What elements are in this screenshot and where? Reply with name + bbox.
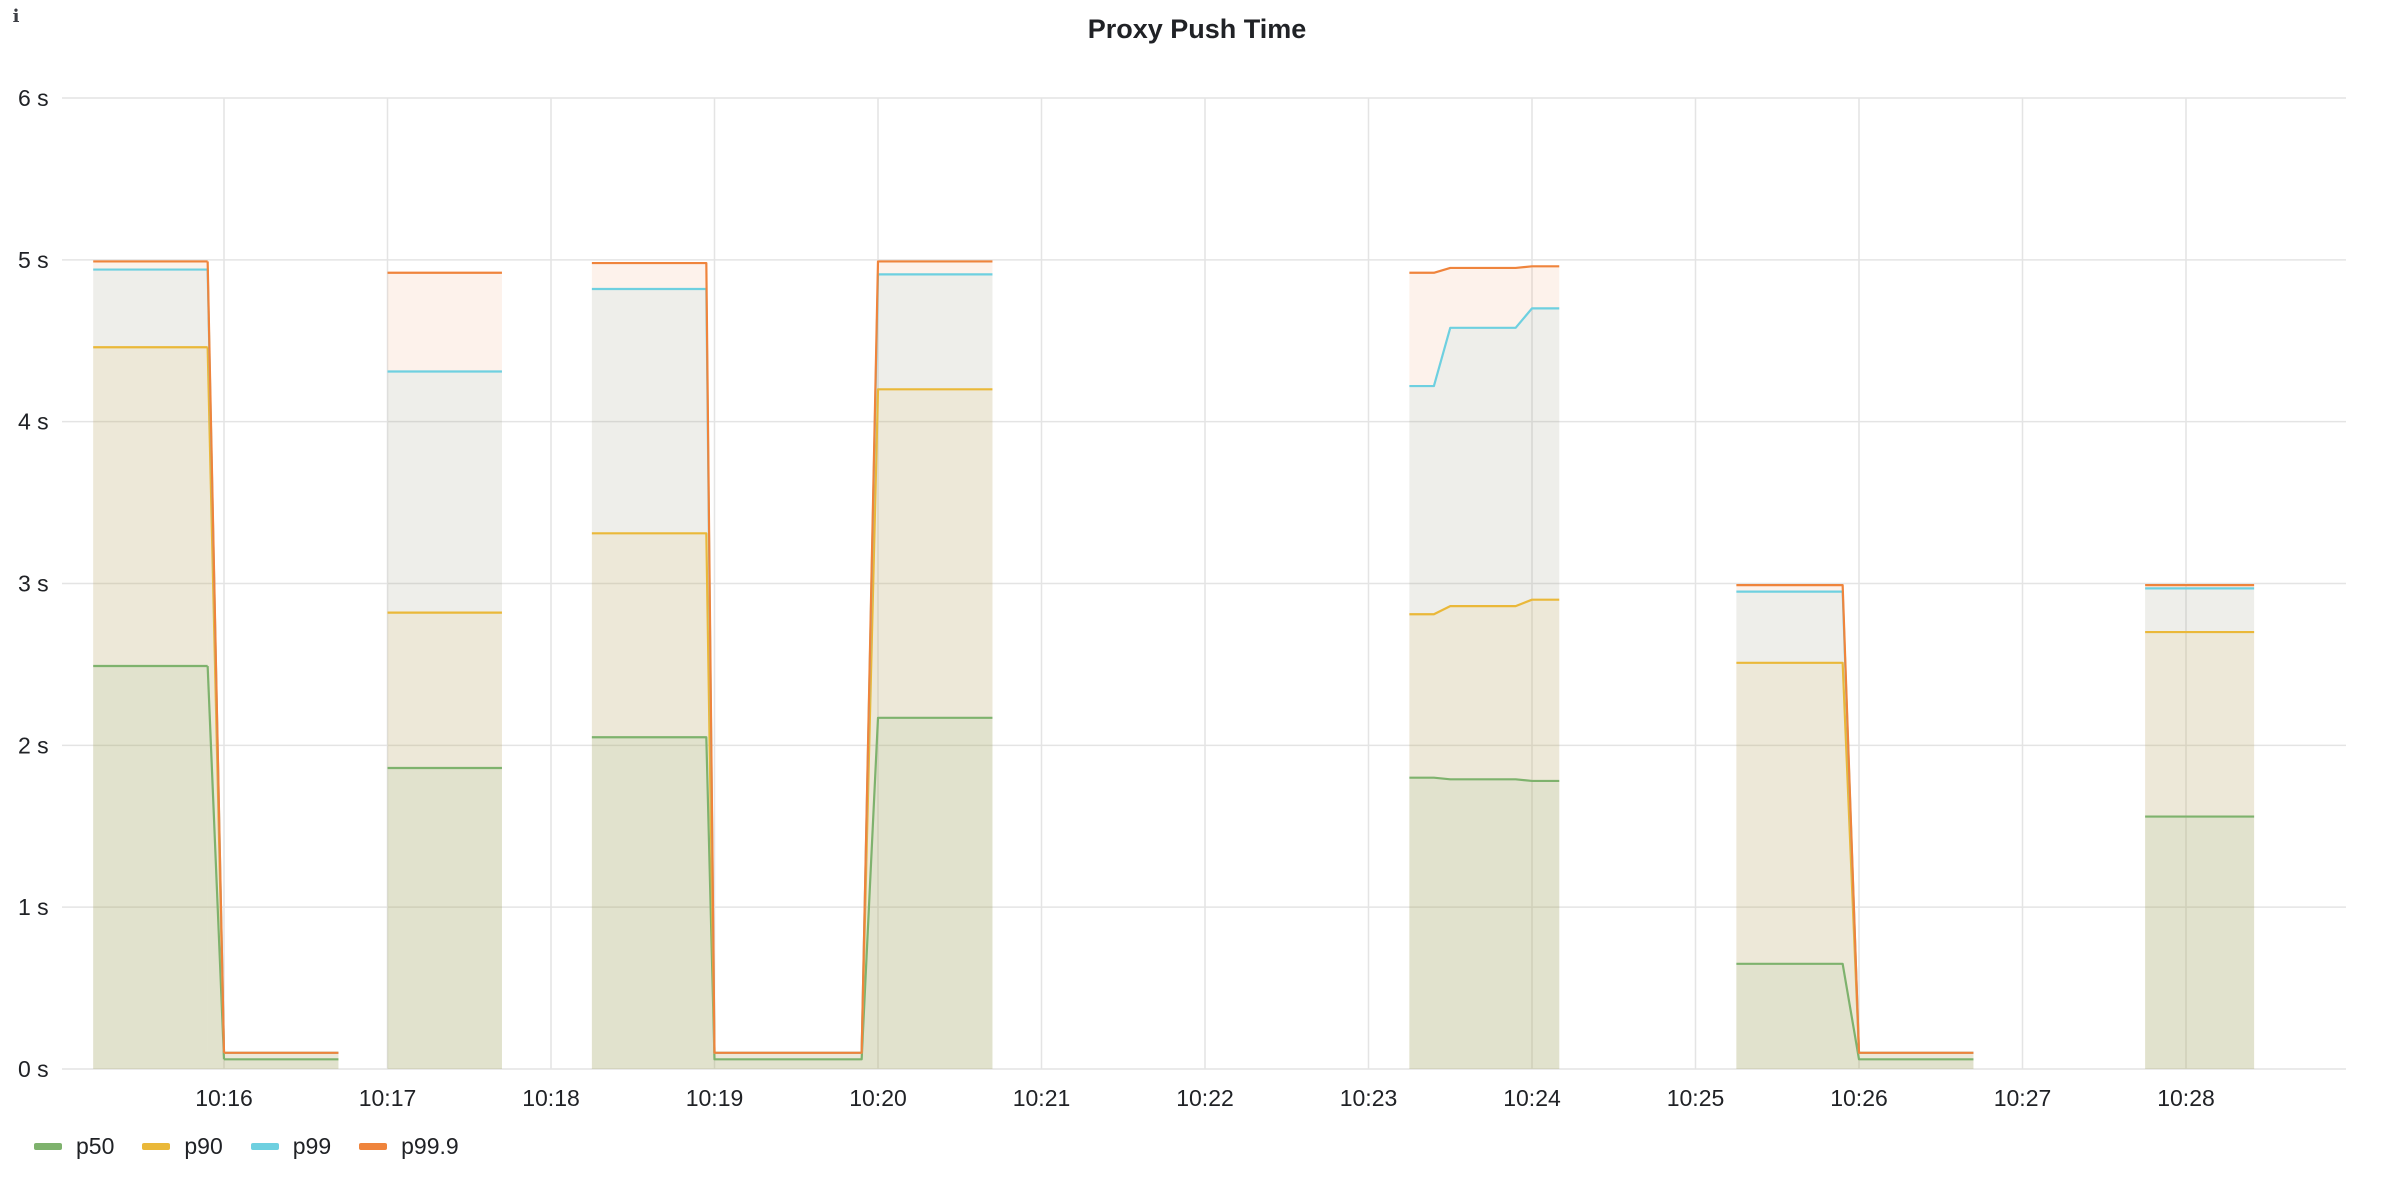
y-tick-label: 6 s <box>18 85 49 111</box>
area-p90-segment-0 <box>93 347 208 1069</box>
x-tick-label: 10:17 <box>359 1085 417 1111</box>
legend-item-p99[interactable]: p99 <box>250 1132 332 1160</box>
area-p50-segment-6 <box>1736 963 1974 1069</box>
y-tick-label: 1 s <box>18 894 49 920</box>
x-tick-label: 10:23 <box>1340 1085 1398 1111</box>
panel-title: Proxy Push Time <box>1087 14 1307 44</box>
area-p99-segment-5 <box>1409 308 1560 1070</box>
area-p90-segment-5 <box>1409 599 1560 1069</box>
info-icon[interactable]: i <box>12 6 20 27</box>
x-axis: 10:16 10:17 10:18 10:19 10:20 10:21 10:22 10:23… <box>195 1085 2215 1111</box>
line-p50-segment-6 <box>1736 962 1974 1061</box>
line-p99-9-segment-4 <box>591 260 993 1054</box>
area-p90-segment-3 <box>387 612 502 1069</box>
line-p99-segment-5 <box>1409 307 1560 388</box>
area-p99-9-segment-7 <box>2145 585 2255 1069</box>
area-p99-segment-2 <box>224 1052 339 1069</box>
legend: p50 p90 p99 p99.9 <box>34 1126 459 1166</box>
x-tick-label: 10:28 <box>2157 1085 2215 1111</box>
area-p99-9-segment-5 <box>1409 266 1560 1070</box>
y-tick-label: 5 s <box>18 247 49 273</box>
area-p99-9-segment-2 <box>224 1052 339 1069</box>
line-p50-segment-1 <box>206 665 226 1060</box>
area-p99-segment-0 <box>93 269 208 1069</box>
area-p50-segment-5 <box>1409 777 1560 1069</box>
legend-label-p99-9: p99.9 <box>401 1132 459 1159</box>
legend-item-p99-9[interactable]: p99.9 <box>359 1133 459 1160</box>
line-p99-9-segment-6 <box>1736 584 1974 1054</box>
area-p50-segment-7 <box>2145 816 2255 1069</box>
area-p99-9-segment-6 <box>1736 585 1974 1069</box>
x-tick-label: 10:20 <box>849 1085 907 1111</box>
x-tick-label: 10:27 <box>1994 1085 2052 1111</box>
area-p50-segment-0 <box>93 666 208 1069</box>
area-p99-segment-4 <box>591 274 993 1070</box>
area-p99-segment-6 <box>1736 591 1974 1069</box>
legend-swatch-p99-9 <box>359 1142 388 1150</box>
x-tick-label: 10:16 <box>195 1085 253 1111</box>
x-tick-label: 10:24 <box>1503 1085 1561 1111</box>
legend-label-p99: p99 <box>292 1132 332 1159</box>
y-tick-label: 0 s <box>18 1056 49 1082</box>
area-p99-segment-7 <box>2145 588 2255 1069</box>
legend-swatch-p50 <box>34 1142 62 1150</box>
legend-item-p90[interactable]: p90 <box>142 1132 223 1160</box>
area-layer <box>93 261 2255 1070</box>
line-p99-9-segment-5 <box>1409 265 1560 274</box>
area-p50-segment-3 <box>387 767 502 1069</box>
legend-item-p50[interactable]: p50 <box>34 1133 114 1160</box>
y-tick-label: 2 s <box>18 732 49 758</box>
legend-label-p90: p90 <box>184 1132 223 1159</box>
y-tick-label: 4 s <box>18 409 49 435</box>
area-p99-9-segment-4 <box>591 261 993 1069</box>
x-tick-label: 10:26 <box>1830 1085 1888 1111</box>
legend-label-p50: p50 <box>76 1132 115 1159</box>
area-p90-segment-2 <box>224 1052 339 1069</box>
line-p50-segment-5 <box>1409 776 1560 783</box>
area-p99-segment-3 <box>387 371 502 1070</box>
area-p50-segment-2 <box>224 1059 339 1069</box>
legend-swatch-p99 <box>250 1142 279 1150</box>
x-tick-label: 10:25 <box>1667 1085 1725 1111</box>
line-p50-segment-4 <box>591 716 993 1061</box>
line-layer <box>93 260 2255 1061</box>
line-p90-segment-5 <box>1409 598 1560 616</box>
y-axis: 0 s 1 s 2 s 3 s 4 s 5 s 6 s <box>18 85 49 1082</box>
x-tick-label: 10:19 <box>686 1085 744 1111</box>
area-p90-segment-4 <box>591 389 993 1069</box>
x-tick-label: 10:21 <box>1013 1085 1071 1111</box>
area-p99-9-segment-3 <box>387 272 502 1069</box>
area-p90-segment-6 <box>1736 662 1974 1069</box>
area-p90-segment-7 <box>2145 632 2255 1069</box>
grid-layer <box>62 97 2346 1070</box>
legend-swatch-p90 <box>142 1142 171 1150</box>
line-p99-9-segment-1 <box>206 261 226 1053</box>
y-tick-label: 3 s <box>18 571 49 597</box>
area-p50-segment-4 <box>591 717 993 1069</box>
x-tick-label: 10:18 <box>522 1085 580 1111</box>
x-tick-label: 10:22 <box>1176 1085 1234 1111</box>
